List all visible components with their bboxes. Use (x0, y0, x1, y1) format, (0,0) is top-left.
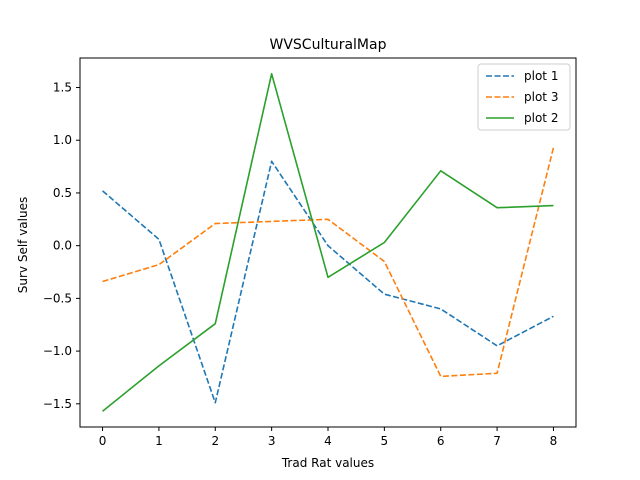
y-tick-label: −1.0 (43, 344, 72, 358)
x-axis: 0 1 2 3 4 5 6 7 8 (99, 427, 558, 448)
series-line-1 (102, 160, 554, 404)
legend-label-2: plot 3 (524, 90, 558, 104)
y-tick-label: 1.0 (53, 133, 72, 147)
x-tick-label: 1 (155, 434, 163, 448)
x-tick-label: 8 (550, 434, 558, 448)
y-tick-label: −0.5 (43, 291, 72, 305)
x-tick-label: 7 (493, 434, 501, 448)
legend: plot 1 plot 3 plot 2 (477, 63, 571, 131)
x-tick-label: 4 (324, 434, 332, 448)
legend-label-3: plot 2 (524, 111, 558, 125)
x-tick-label: 2 (211, 434, 219, 448)
y-tick-label: 0.5 (53, 186, 72, 200)
x-tick-label: 3 (268, 434, 276, 448)
x-tick-label: 5 (381, 434, 389, 448)
series-line-3 (102, 73, 554, 412)
x-tick-label: 0 (99, 434, 107, 448)
chart-title: WVSCulturalMap (270, 37, 387, 53)
y-axis-label: Surv Self values (16, 197, 30, 293)
legend-box (477, 63, 571, 131)
y-tick-label: −1.5 (43, 397, 72, 411)
x-axis-label: Trad Rat values (281, 456, 374, 470)
y-tick-label: 1.5 (53, 81, 72, 95)
legend-label-1: plot 1 (524, 69, 558, 83)
y-axis: −1.5 −1.0 −0.5 0.0 0.5 1.0 1.5 (43, 81, 80, 411)
x-tick-label: 6 (437, 434, 445, 448)
y-tick-label: 0.0 (53, 239, 72, 253)
series-line-2 (102, 147, 555, 378)
